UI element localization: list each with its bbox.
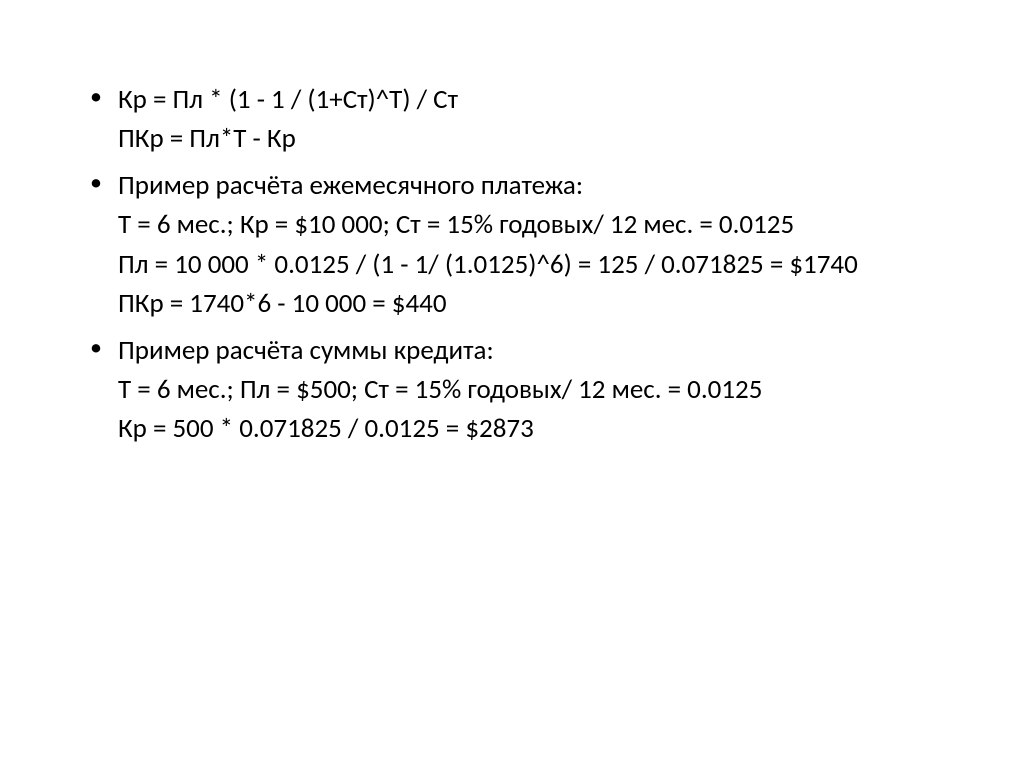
text-line: Кр = 500 * 0.071825 / 0.0125 = $2873 bbox=[118, 409, 934, 448]
text-line: Пример расчёта суммы кредита: bbox=[118, 331, 934, 370]
text-line: Пл = 10 000 * 0.0125 / (1 - 1/ (1.0125)^… bbox=[118, 245, 934, 284]
text-line: Т = 6 мес.; Пл = $500; Ст = 15% годовых/… bbox=[118, 370, 934, 409]
formula-line: Кр = Пл * (1 - 1 / (1+Ст)^Т) / Ст bbox=[118, 80, 934, 119]
bullet-list: Кр = Пл * (1 - 1 / (1+Ст)^Т) / Ст ПКр = … bbox=[90, 80, 934, 448]
bullet-item: Кр = Пл * (1 - 1 / (1+Ст)^Т) / Ст ПКр = … bbox=[90, 80, 934, 158]
bullet-item: Пример расчёта ежемесячного платежа: Т =… bbox=[90, 166, 934, 323]
text-line: Т = 6 мес.; Кр = $10 000; Ст = 15% годов… bbox=[118, 205, 934, 244]
text-line: ПКр = 1740*6 - 10 000 = $440 bbox=[118, 284, 934, 323]
bullet-item: Пример расчёта суммы кредита: Т = 6 мес.… bbox=[90, 331, 934, 448]
formula-line: ПКр = Пл*Т - Кр bbox=[118, 119, 934, 158]
text-line: Пример расчёта ежемесячного платежа: bbox=[118, 166, 934, 205]
